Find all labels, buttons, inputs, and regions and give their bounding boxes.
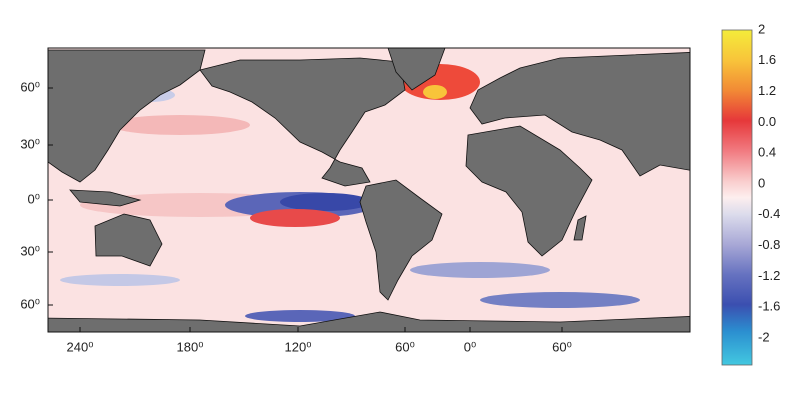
longitude-label: 60⁰	[395, 339, 415, 354]
colorbar-label: -0.4	[758, 206, 780, 221]
colorbar-label: -1.6	[758, 299, 780, 314]
north-america	[199, 57, 406, 187]
antarctica	[48, 311, 690, 332]
anomaly	[423, 85, 447, 99]
colorbar-label: 1.2	[758, 83, 776, 98]
australia	[94, 213, 163, 267]
longitude-label: 240⁰	[67, 339, 94, 354]
latitude-label: 30⁰	[20, 136, 40, 151]
colorbar-label: 0.4	[758, 145, 776, 160]
colorbar-label: -2	[758, 329, 770, 344]
latitude-label: 60⁰	[20, 79, 40, 94]
madagascar	[573, 215, 587, 241]
colorbar-labels: 2 1.6 1.2 0.0 0.4 0 -0.4 -0.8 -1.2 -1.6 -2	[758, 21, 780, 344]
longitude-label: 0⁰	[464, 339, 476, 354]
colorbar-label: -1.2	[758, 268, 780, 283]
colorbar-label: -0.8	[758, 237, 780, 252]
map-frame	[47, 47, 691, 333]
colorbar-label: 0.0	[758, 114, 776, 129]
asia	[48, 49, 206, 183]
longitude-label: 180⁰	[177, 339, 204, 354]
anomaly	[60, 274, 180, 286]
africa	[465, 125, 593, 257]
eurasia	[469, 52, 690, 177]
colorbar-label: 0	[758, 175, 765, 190]
map	[48, 48, 690, 332]
latitude-labels: 60⁰ 30⁰ 0⁰ 30⁰ 60⁰	[20, 79, 53, 311]
south-america	[359, 179, 443, 301]
longitude-label: 120⁰	[285, 339, 312, 354]
latitude-label: 0⁰	[28, 191, 40, 206]
longitude-labels: 240⁰ 180⁰ 120⁰ 60⁰ 0⁰ 60⁰	[67, 327, 572, 354]
anomaly	[250, 209, 340, 227]
colorbar-label: 1.6	[758, 52, 776, 67]
anomaly	[480, 292, 640, 308]
indonesia	[69, 189, 142, 207]
anomaly	[110, 115, 250, 135]
greenland	[387, 48, 446, 91]
anomaly	[280, 193, 370, 211]
latitude-label: 60⁰	[20, 296, 40, 311]
colorbar	[721, 29, 753, 366]
colorbar-label: 2	[758, 21, 765, 36]
longitude-label: 60⁰	[552, 339, 572, 354]
anomaly	[245, 310, 355, 322]
latitude-label: 30⁰	[20, 243, 40, 258]
anomaly	[410, 262, 550, 278]
